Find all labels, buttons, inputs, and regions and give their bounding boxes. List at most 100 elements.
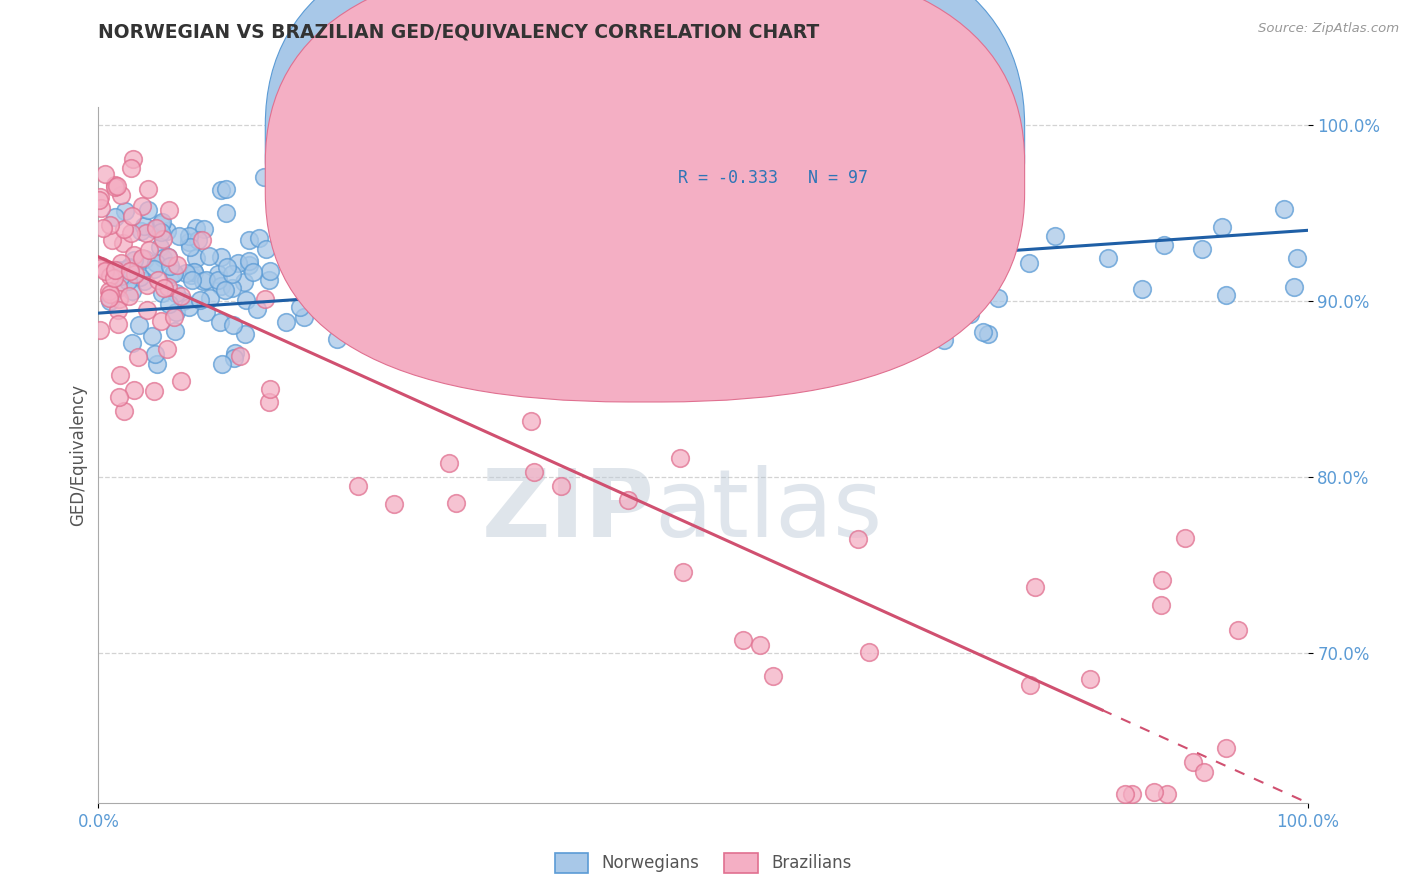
Point [181,273,204,287]
Point [157,203,180,218]
Point [121,209,143,223]
Point [734,190,756,204]
Point [1191,242,1213,256]
Point [347,479,370,493]
Point [292,310,315,324]
Point [523,466,546,480]
Point [489,279,512,293]
Point [233,326,256,341]
Point [1143,785,1166,799]
Point [174,266,197,280]
Point [1150,573,1173,587]
Point [107,318,129,332]
Point [211,357,233,371]
Point [796,326,818,341]
Point [89,260,111,275]
Point [166,258,188,272]
Point [111,236,134,251]
Point [273,227,295,242]
Point [191,234,214,248]
Point [226,255,249,269]
Point [1114,787,1136,801]
Point [107,280,129,294]
Point [118,260,141,275]
Point [259,395,281,409]
Point [247,231,270,245]
Point [233,276,256,290]
Point [858,645,880,659]
Point [733,632,755,647]
Point [156,225,179,239]
Point [93,264,115,278]
Point [132,219,155,233]
Point [150,215,173,229]
Point [1211,220,1233,235]
Point [157,297,180,311]
Point [98,284,121,298]
Point [647,362,669,376]
Point [104,262,127,277]
Point [253,170,276,185]
Point [363,202,385,216]
Point [98,293,121,308]
Point [637,303,659,318]
Point [1285,251,1308,265]
Point [179,229,201,244]
Point [326,332,349,346]
Point [1192,765,1215,780]
Point [152,232,174,246]
Point [114,204,136,219]
Text: R =  0.235   N = 151: R = 0.235 N = 151 [678,132,877,150]
Point [90,259,112,273]
Point [591,209,613,223]
Point [221,267,243,281]
Point [238,258,260,272]
Point [599,250,621,264]
Point [180,268,202,283]
Point [121,336,143,351]
Point [120,161,142,175]
Point [167,229,190,244]
Point [98,286,121,301]
Point [200,291,222,305]
Point [110,256,132,270]
Point [97,291,120,305]
Point [382,497,405,511]
Point [1121,787,1143,801]
Point [285,243,308,257]
Point [235,293,257,308]
Point [1153,238,1175,252]
Point [209,251,232,265]
Point [136,182,159,196]
Point [672,565,695,579]
Point [214,283,236,297]
Point [703,217,725,231]
Point [314,249,336,263]
Point [207,273,229,287]
Text: NORWEGIAN VS BRAZILIAN GED/EQUIVALENCY CORRELATION CHART: NORWEGIAN VS BRAZILIAN GED/EQUIVALENCY C… [98,22,820,41]
Point [143,262,166,277]
Point [193,222,215,236]
Point [922,262,945,277]
Point [291,241,314,255]
Point [1018,678,1040,692]
Point [124,267,146,281]
Point [90,201,112,215]
Text: R = -0.333   N = 97: R = -0.333 N = 97 [678,169,868,186]
Point [108,262,131,277]
Point [188,293,211,308]
Point [195,304,218,318]
Point [107,280,129,294]
Point [89,323,111,337]
Point [104,178,127,192]
Point [162,268,184,282]
Point [146,357,169,371]
Point [165,286,187,301]
Point [238,254,260,268]
Point [209,183,232,197]
Point [191,274,214,288]
Point [308,203,330,218]
FancyBboxPatch shape [266,0,1025,402]
Point [215,206,238,220]
Point [1045,229,1067,244]
